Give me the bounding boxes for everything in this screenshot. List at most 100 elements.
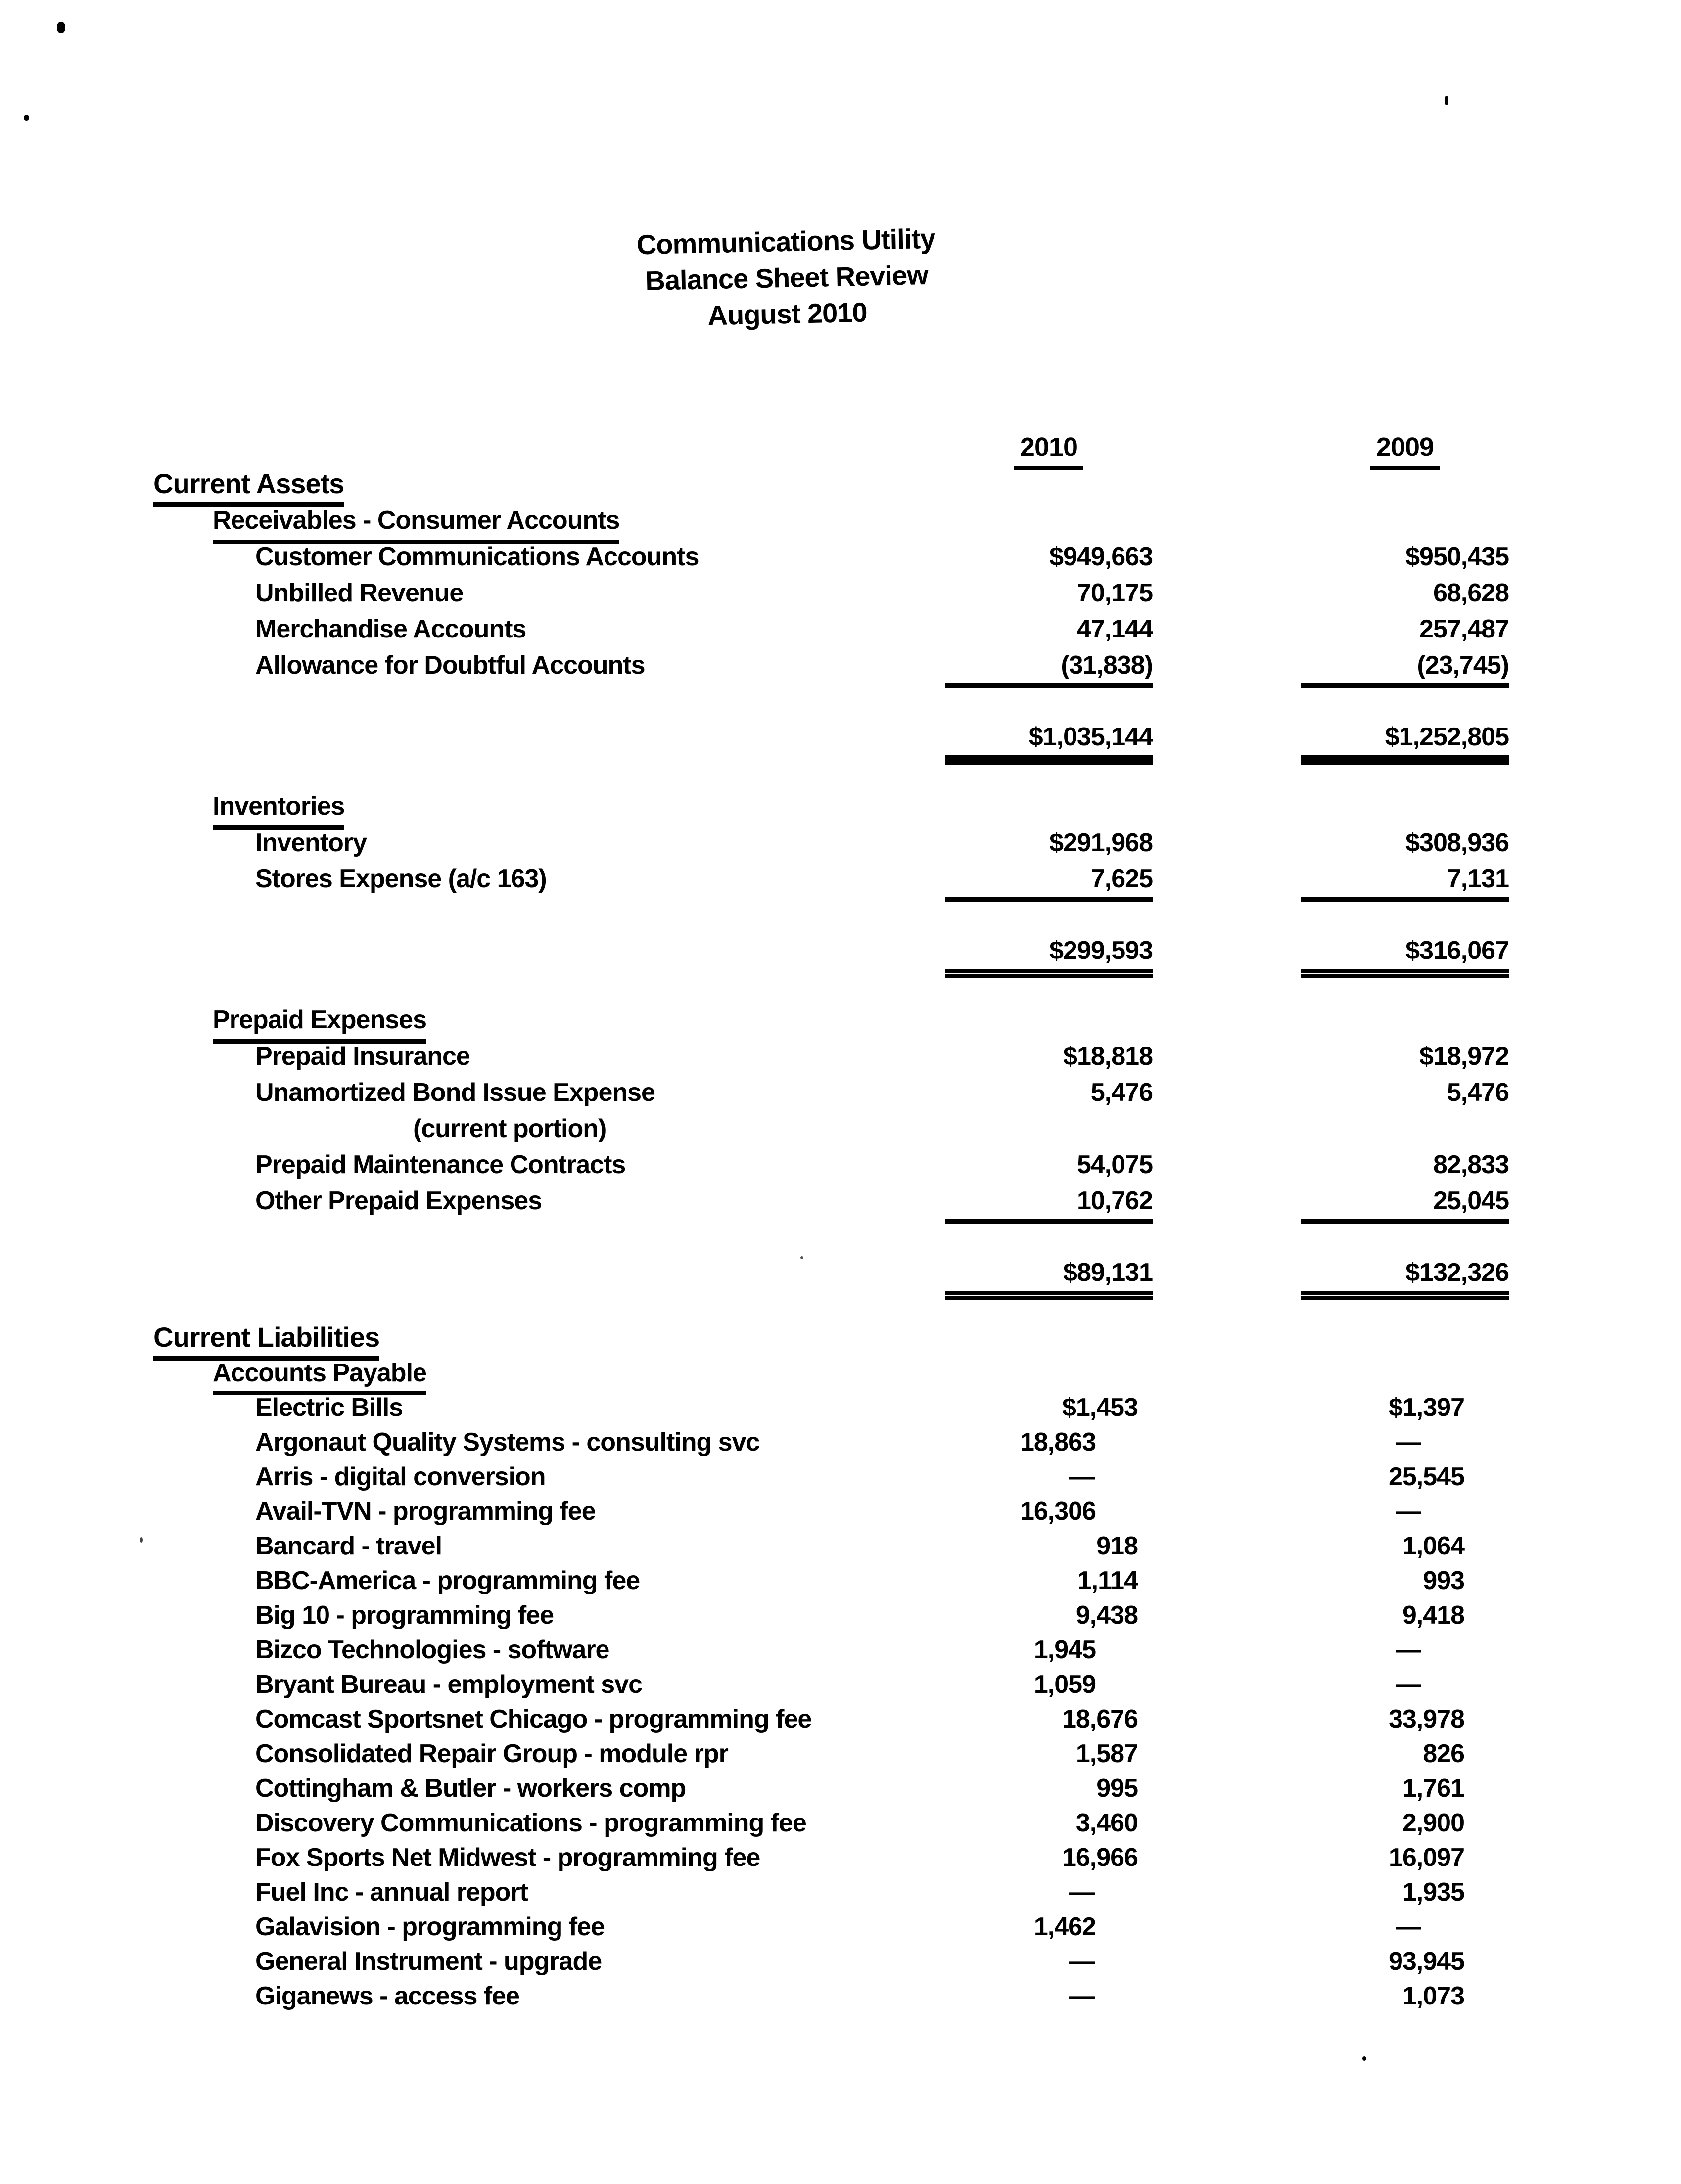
line-item-label: General Instrument - upgrade	[255, 1947, 602, 1976]
amount-2010: 18,676	[1062, 1705, 1138, 1733]
amount-2010: 18,863	[1020, 1428, 1096, 1456]
table-row: Other Prepaid Expenses 10,762 25,045	[153, 1183, 1509, 1224]
amount-2010: $291,968	[1049, 828, 1153, 857]
subtotal-amount-2009: $1,252,805	[1301, 719, 1509, 765]
amount-2010: 16,306	[1020, 1497, 1096, 1526]
subtotal-amount-2009: $132,326	[1301, 1255, 1509, 1300]
amount-2010: 16,966	[1062, 1843, 1138, 1872]
amount-2009: 2,900	[1402, 1809, 1465, 1837]
scan-artifact	[140, 1537, 143, 1543]
line-item-label: Arris - digital conversion	[255, 1462, 546, 1491]
subtotal-amount-2010: $299,593	[945, 933, 1153, 978]
line-item-label: Big 10 - programming fee	[255, 1601, 554, 1630]
amount-2009: $308,936	[1405, 828, 1509, 857]
amount-2010: 1,587	[1075, 1739, 1138, 1768]
line-item-label: Galavision - programming fee	[255, 1912, 605, 1941]
table-row: Bizco Technologies - software 1,945 —	[153, 1633, 1509, 1667]
amount-2009: 16,097	[1388, 1843, 1465, 1872]
amount-2010: 9,438	[1075, 1601, 1138, 1630]
line-item-label: Allowance for Doubtful Accounts	[255, 651, 646, 680]
amount-2009: 68,628	[1433, 579, 1509, 607]
table-row: Discovery Communications - programming f…	[153, 1806, 1509, 1840]
subtotal-amount-2009: $316,067	[1301, 933, 1509, 978]
column-header-spacer	[153, 429, 945, 465]
amount-2009: 93,945	[1388, 1947, 1465, 1976]
column-header-2009: 2009	[1301, 429, 1509, 470]
subtotal-row-inventories: $299,593 $316,067	[153, 933, 1509, 978]
table-row: Customer Communications Accounts $949,66…	[153, 539, 1509, 575]
table-row: (current portion)	[153, 1111, 1509, 1147]
amount-2010: 10,762	[945, 1183, 1153, 1224]
amount-2010: (31,838)	[945, 647, 1153, 688]
table-row: Allowance for Doubtful Accounts (31,838)…	[153, 647, 1509, 688]
line-item-label: Unamortized Bond Issue Expense	[255, 1078, 655, 1107]
amount-2009: 257,487	[1419, 615, 1509, 643]
table-row: Merchandise Accounts 47,144 257,487	[153, 611, 1509, 647]
subsection-heading-prepaid-expenses: Prepaid Expenses	[153, 1001, 1509, 1044]
amount-2010: 7,625	[945, 861, 1153, 902]
amount-2009: 33,978	[1388, 1705, 1465, 1733]
amount-2009: 25,545	[1388, 1462, 1465, 1491]
line-item-label: Bancard - travel	[255, 1532, 442, 1560]
scan-artifact	[57, 22, 65, 33]
balance-sheet-body: 2010 2009 Current Assets Receivables - C…	[153, 429, 1509, 2013]
line-item-label: Merchandise Accounts	[255, 615, 526, 643]
amount-2010: —	[1069, 1462, 1096, 1491]
column-header-2010: 2010	[945, 429, 1153, 470]
amount-2010: —	[1069, 1982, 1096, 2010]
amount-2010: 995	[1096, 1774, 1138, 1803]
table-row: Electric Bills $1,453 $1,397	[153, 1390, 1509, 1425]
table-row: Bancard - travel 918 1,064	[153, 1529, 1509, 1563]
amount-2010: $18,818	[1063, 1042, 1153, 1071]
table-row: General Instrument - upgrade — 93,945	[153, 1944, 1509, 1979]
year-column-headers: 2010 2009	[153, 429, 1509, 470]
subsection-heading-inventories: Inventories	[153, 788, 1509, 830]
scan-artifact	[1362, 2056, 1366, 2061]
amount-2010: 1,945	[1033, 1636, 1096, 1664]
line-item-label: Cottingham & Butler - workers comp	[255, 1774, 686, 1803]
amount-2010: $949,663	[1049, 543, 1153, 571]
line-item-label: Stores Expense (a/c 163)	[255, 864, 547, 893]
table-row: Argonaut Quality Systems - consulting sv…	[153, 1425, 1509, 1459]
line-item-label: Fox Sports Net Midwest - programming fee	[255, 1843, 760, 1872]
amount-2010: 1,114	[1077, 1566, 1138, 1595]
table-row: Fuel Inc - annual report — 1,935	[153, 1875, 1509, 1910]
table-row: Avail-TVN - programming fee 16,306 —	[153, 1494, 1509, 1529]
amount-2009: 1,761	[1402, 1774, 1465, 1803]
scan-artifact	[24, 115, 29, 121]
line-item-label: Unbilled Revenue	[255, 579, 464, 607]
amount-2009: 25,045	[1301, 1183, 1509, 1224]
table-row: Unbilled Revenue 70,175 68,628	[153, 575, 1509, 611]
table-row: Unamortized Bond Issue Expense 5,476 5,4…	[153, 1075, 1509, 1111]
subtotal-row-receivables: $1,035,144 $1,252,805	[153, 719, 1509, 765]
line-item-label: Other Prepaid Expenses	[255, 1186, 542, 1215]
table-row: Prepaid Maintenance Contracts 54,075 82,…	[153, 1147, 1509, 1183]
table-row: Galavision - programming fee 1,462 —	[153, 1910, 1509, 1944]
line-item-label-continuation: (current portion)	[413, 1114, 607, 1143]
table-row: Consolidated Repair Group - module rpr 1…	[153, 1736, 1509, 1771]
amount-2009: —	[1396, 1670, 1422, 1699]
amount-2009: 1,064	[1402, 1532, 1465, 1560]
table-row: Big 10 - programming fee 9,438 9,418	[153, 1598, 1509, 1633]
line-item-label: BBC-America - programming fee	[255, 1566, 640, 1595]
line-item-label: Discovery Communications - programming f…	[255, 1809, 807, 1837]
amount-2009: 9,418	[1402, 1601, 1465, 1630]
amount-2009: —	[1396, 1428, 1422, 1456]
amount-2009: $18,972	[1419, 1042, 1509, 1071]
table-row: Comcast Sportsnet Chicago - programming …	[153, 1702, 1509, 1736]
amount-2010: 1,462	[1033, 1912, 1096, 1941]
amount-2009: 1,073	[1402, 1982, 1465, 2010]
scan-artifact	[800, 1256, 803, 1259]
line-item-label: Electric Bills	[255, 1393, 403, 1422]
amount-2009: —	[1396, 1636, 1422, 1664]
subtotal-amount-2010: $1,035,144	[945, 719, 1153, 765]
amount-2010: $1,453	[1062, 1393, 1138, 1422]
line-item-label: Prepaid Insurance	[255, 1042, 470, 1071]
amount-2010: 3,460	[1075, 1809, 1138, 1837]
line-item-label: Consolidated Repair Group - module rpr	[255, 1739, 729, 1768]
subsection-heading-accounts-payable: Accounts Payable	[153, 1356, 1509, 1395]
amount-2009: $950,435	[1405, 543, 1509, 571]
table-row: Arris - digital conversion — 25,545	[153, 1459, 1509, 1494]
line-item-label: Bryant Bureau - employment svc	[255, 1670, 643, 1699]
line-item-label: Fuel Inc - annual report	[255, 1878, 528, 1907]
